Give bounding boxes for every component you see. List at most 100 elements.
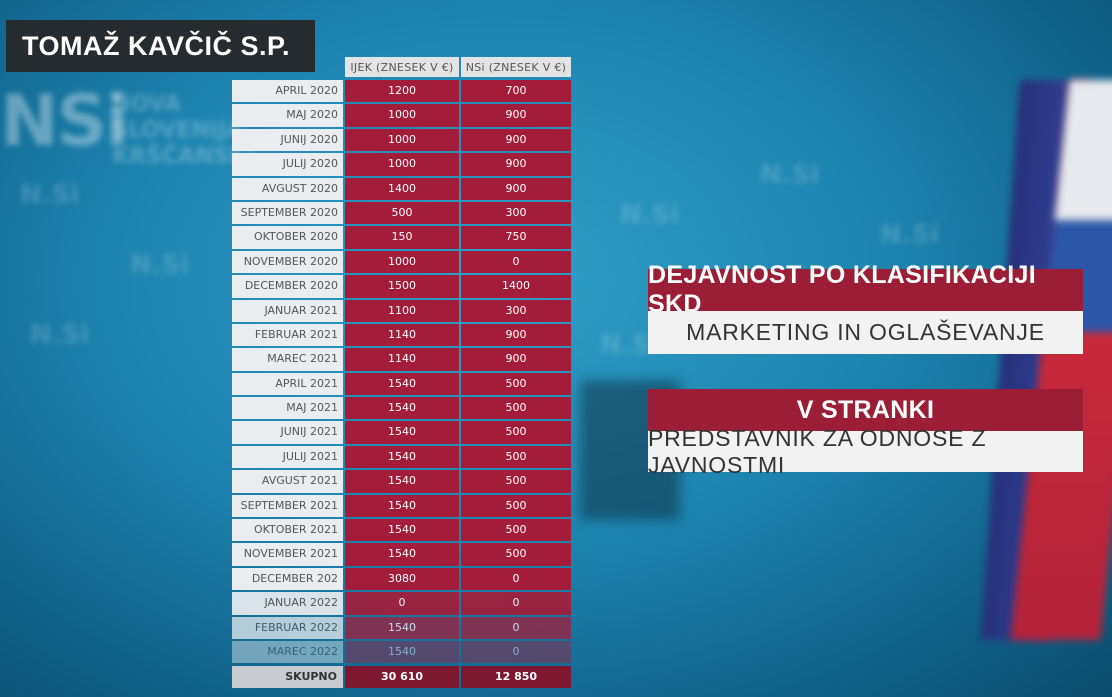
row-nsi-amount: 500 <box>461 397 571 420</box>
row-month: APRIL 2020 <box>232 80 343 103</box>
row-nsi-amount: 0 <box>461 250 571 274</box>
row-nsi-amount: 750 <box>461 226 571 249</box>
row-ijek-amount: 1540 <box>345 640 459 664</box>
background-logo-mark: N.Si <box>760 160 820 190</box>
row-month: SEPTEMBER 2020 <box>232 201 343 225</box>
row-month: FEBRUAR 2021 <box>232 323 343 347</box>
row-ijek-amount: 500 <box>345 201 459 225</box>
row-nsi-amount: 900 <box>461 348 571 371</box>
row-ijek-amount: 1540 <box>345 543 459 566</box>
row-month: OKTOBER 2021 <box>232 519 343 542</box>
row-nsi-amount: 500 <box>461 543 571 566</box>
table-total-row: SKUPNO 30 610 12 850 <box>232 666 571 688</box>
table-row: JULIJ 2020 1000 900 <box>232 153 572 176</box>
row-nsi-amount: 900 <box>461 153 571 176</box>
background-logo-mark: N.Si <box>880 220 940 250</box>
row-nsi-amount: 0 <box>461 567 571 591</box>
background-party-logo: NSi <box>0 80 129 162</box>
row-month: APRIL 2021 <box>232 372 343 396</box>
total-ijek: 30 610 <box>345 666 459 688</box>
row-month: JULIJ 2021 <box>232 445 343 469</box>
table-row: JANUAR 2022 0 0 <box>232 592 572 615</box>
row-month: JUNIJ 2020 <box>232 128 343 152</box>
party-role-value: PREDSTAVNIK ZA ODNOSE Z JAVNOSTMI <box>648 425 1083 478</box>
table-row: SEPTEMBER 2020 500 300 <box>232 201 572 225</box>
table-row: DECEMBER 2020 1500 1400 <box>232 275 572 298</box>
row-month: MAREC 2022 <box>232 640 343 664</box>
row-month: AVGUST 2021 <box>232 470 343 493</box>
table-row: OKTOBER 2021 1540 500 <box>232 519 572 542</box>
row-ijek-amount: 1140 <box>345 348 459 371</box>
background-logo-mark: N.Si <box>30 320 90 350</box>
row-ijek-amount: 1100 <box>345 299 459 322</box>
row-month: FEBRUAR 2022 <box>232 616 343 639</box>
row-ijek-amount: 1540 <box>345 494 459 518</box>
table-row: FEBRUAR 2021 1140 900 <box>232 323 572 347</box>
background-party-subtitle: NOVA SLOVENIJA KRŠČANSKI <box>112 92 255 169</box>
row-ijek-amount: 1000 <box>345 153 459 176</box>
row-month: NOVEMBER 2021 <box>232 543 343 566</box>
row-nsi-amount: 900 <box>461 323 571 347</box>
row-ijek-amount: 1500 <box>345 275 459 298</box>
row-ijek-amount: 1400 <box>345 177 459 200</box>
row-ijek-amount: 0 <box>345 592 459 615</box>
table-row: MAREC 2021 1140 900 <box>232 348 572 371</box>
background-logo-mark: N.Si <box>20 180 80 210</box>
row-ijek-amount: 1000 <box>345 104 459 127</box>
row-nsi-amount: 700 <box>461 80 571 103</box>
background-logo-mark: N.Si <box>620 200 680 230</box>
row-month: MAREC 2021 <box>232 348 343 371</box>
row-month: SEPTEMBER 2021 <box>232 494 343 518</box>
row-month: DECEMBER 2020 <box>232 275 343 298</box>
row-month: DECEMBER 202 <box>232 567 343 591</box>
row-ijek-amount: 150 <box>345 226 459 249</box>
table-row: MAJ 2020 1000 900 <box>232 104 572 127</box>
table-row: AVGUST 2020 1400 900 <box>232 177 572 200</box>
table-row: JUNIJ 2020 1000 900 <box>232 128 572 152</box>
row-ijek-amount: 1540 <box>345 421 459 444</box>
row-ijek-amount: 1540 <box>345 397 459 420</box>
party-role-title: V STRANKI <box>648 389 1083 431</box>
activity-title: DEJAVNOST PO KLASIFIKACIJI SKD <box>648 261 1083 318</box>
row-nsi-amount: 900 <box>461 104 571 127</box>
row-ijek-amount: 1540 <box>345 445 459 469</box>
background-logo-mark: N.Si <box>130 250 190 280</box>
row-nsi-amount: 500 <box>461 494 571 518</box>
payments-table: APRIL 2020 1200 700 MAJ 2020 1000 900 JUNIJ 20… <box>232 80 572 665</box>
table-row: MAJ 2021 1540 500 <box>232 397 572 420</box>
row-ijek-amount: 1140 <box>345 323 459 347</box>
row-nsi-amount: 300 <box>461 201 571 225</box>
row-month: JANUAR 2022 <box>232 592 343 615</box>
table-row: MAREC 2022 1540 0 <box>232 640 572 664</box>
row-ijek-amount: 1000 <box>345 250 459 274</box>
row-month: MAJ 2020 <box>232 104 343 127</box>
row-month: AVGUST 2020 <box>232 177 343 200</box>
row-month: MAJ 2021 <box>232 397 343 420</box>
row-nsi-amount: 0 <box>461 616 571 639</box>
row-month: NOVEMBER 2020 <box>232 250 343 274</box>
column-header-nsi: NSi (ZNESEK V €) <box>461 57 571 77</box>
table-row: NOVEMBER 2020 1000 0 <box>232 250 572 274</box>
row-nsi-amount: 0 <box>461 640 571 664</box>
table-row: JULIJ 2021 1540 500 <box>232 445 572 469</box>
total-nsi: 12 850 <box>461 666 571 688</box>
row-nsi-amount: 500 <box>461 372 571 396</box>
table-row: DECEMBER 202 3080 0 <box>232 567 572 591</box>
row-nsi-amount: 1400 <box>461 275 571 298</box>
row-month: JANUAR 2021 <box>232 299 343 322</box>
total-label: SKUPNO <box>232 666 343 688</box>
row-month: JUNIJ 2021 <box>232 421 343 444</box>
row-nsi-amount: 500 <box>461 470 571 493</box>
table-row: FEBRUAR 2022 1540 0 <box>232 616 572 639</box>
table-row: JANUAR 2021 1100 300 <box>232 299 572 322</box>
column-header-ijek: IJEK (ZNESEK V €) <box>345 57 459 77</box>
row-nsi-amount: 500 <box>461 421 571 444</box>
row-ijek-amount: 1540 <box>345 372 459 396</box>
table-row: AVGUST 2021 1540 500 <box>232 470 572 493</box>
row-ijek-amount: 1540 <box>345 470 459 493</box>
row-ijek-amount: 1200 <box>345 80 459 103</box>
row-nsi-amount: 0 <box>461 592 571 615</box>
row-nsi-amount: 300 <box>461 299 571 322</box>
row-nsi-amount: 900 <box>461 128 571 152</box>
row-ijek-amount: 3080 <box>345 567 459 591</box>
